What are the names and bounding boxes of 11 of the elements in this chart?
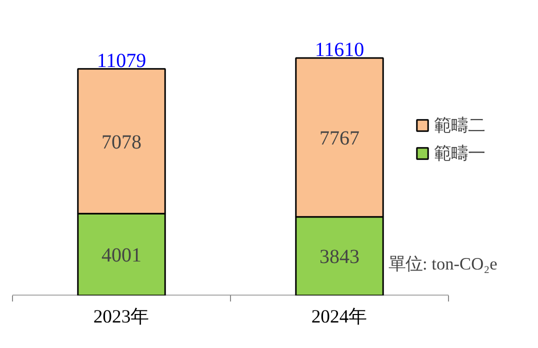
annotation: 單位: ton-CO₂e (388, 254, 498, 274)
data-label: 7078 (102, 131, 142, 154)
data-label: 4001 (102, 244, 142, 267)
total-label: 11610 (314, 39, 364, 61)
data-label: 3843 (320, 246, 360, 268)
x-tick-label: 2024年 (311, 306, 368, 328)
x-tick-label: 2023年 (93, 306, 150, 328)
legend-label: 範疇二 (434, 115, 485, 137)
total-label: 11079 (96, 50, 146, 72)
legend-label: 範疇一 (434, 143, 485, 165)
data-label: 7767 (320, 127, 360, 150)
